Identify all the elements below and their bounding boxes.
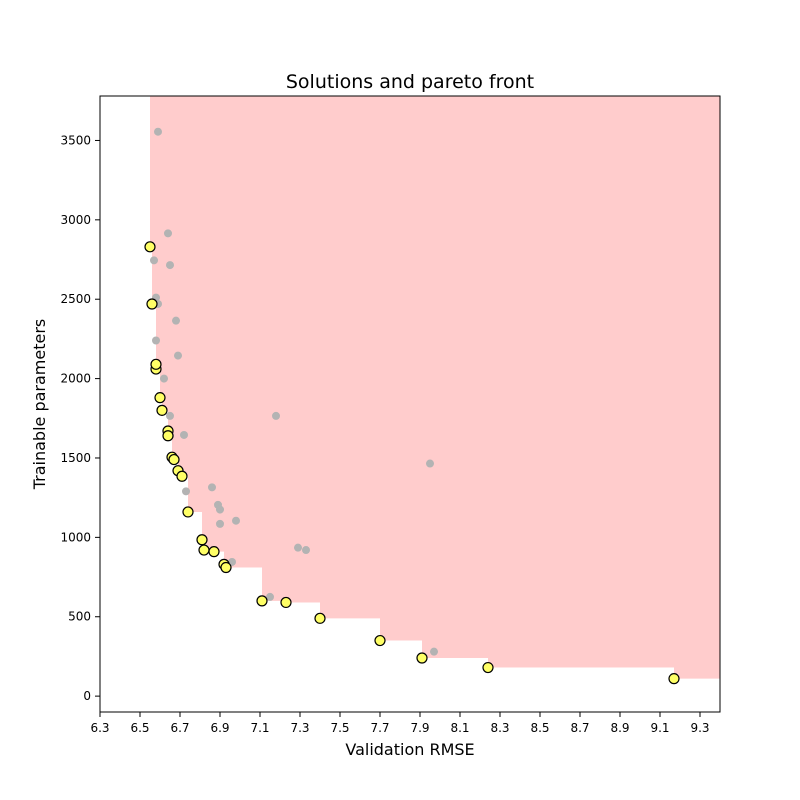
solution-point: [426, 459, 434, 468]
solution-point: [164, 229, 172, 238]
data-points: [144, 127, 680, 685]
solution-point: [272, 411, 280, 420]
solution-point: [430, 647, 438, 656]
pareto-point: [208, 546, 220, 558]
pareto-point: [220, 561, 232, 574]
pareto-point: [156, 404, 168, 416]
x-tick-label: 6.9: [210, 721, 229, 735]
y-tick-label: 3000: [60, 213, 91, 227]
x-tick-label: 7.3: [290, 721, 309, 735]
y-tick-label: 2000: [60, 372, 91, 386]
pareto-point: [280, 596, 292, 609]
solution-point: [172, 316, 180, 325]
pareto-point: [668, 673, 680, 685]
pareto-point: [154, 392, 166, 404]
pareto-point: [314, 612, 326, 624]
y-tick-label: 2500: [60, 292, 91, 306]
x-tick-label: 9.3: [690, 721, 709, 735]
chart-title: Solutions and pareto front: [286, 71, 534, 93]
x-tick-label: 8.5: [530, 721, 549, 735]
pareto-point: [482, 661, 494, 674]
y-tick-label: 500: [68, 610, 91, 624]
solution-point: [216, 505, 224, 514]
solution-point: [160, 374, 168, 383]
y-tick-label: 1000: [60, 530, 91, 544]
pareto-point: [196, 534, 208, 546]
pareto-point: [144, 241, 156, 253]
pareto-point: [374, 634, 386, 647]
dominated-region-area: [150, 96, 720, 679]
pareto-point: [162, 430, 174, 442]
solution-point: [216, 519, 224, 528]
solution-point: [182, 487, 190, 496]
x-tick-label: 7.7: [370, 721, 389, 735]
x-axis-label: Validation RMSE: [345, 740, 474, 759]
x-tick-label: 6.5: [130, 721, 149, 735]
solution-point: [166, 261, 174, 270]
y-tick-label: 3500: [60, 133, 91, 147]
pareto-point: [150, 358, 162, 370]
x-tick-label: 6.3: [90, 721, 109, 735]
y-axis-label: Trainable parameters: [30, 319, 49, 491]
solution-point: [232, 516, 240, 525]
y-axis: 0 500 1000 1500 2000 2500 3000 3500: [60, 133, 100, 703]
x-tick-label: 7.9: [410, 721, 429, 735]
x-tick-label: 7.5: [330, 721, 349, 735]
solution-point: [174, 351, 182, 360]
x-axis: 6.3 6.5 6.7 6.9 7.1 7.3 7.5 7.7 7.9 8.1 8.3 8.5 8.7 8…: [90, 712, 710, 735]
solution-point: [266, 592, 274, 601]
x-tick-label: 7.1: [250, 721, 269, 735]
solution-point: [150, 256, 158, 265]
pareto-point: [198, 544, 210, 556]
x-tick-label: 8.1: [450, 721, 469, 735]
x-tick-label: 8.9: [610, 721, 629, 735]
solution-point: [154, 127, 162, 136]
pareto-point: [416, 652, 428, 664]
solution-point: [294, 543, 302, 552]
pareto-point: [182, 506, 194, 518]
solution-point: [180, 430, 188, 439]
pareto-point: [176, 470, 188, 482]
pareto-point: [146, 298, 158, 310]
pareto-point: [168, 453, 180, 466]
plot-frame: [99, 95, 721, 713]
solution-point: [208, 483, 216, 492]
solution-point: [166, 411, 174, 420]
y-tick-label: 1500: [60, 451, 91, 465]
solution-point: [302, 546, 310, 555]
x-tick-label: 8.7: [570, 721, 589, 735]
x-tick-label: 6.7: [170, 721, 189, 735]
pareto-point: [256, 595, 268, 607]
dominated-region: [150, 96, 720, 679]
x-tick-label: 9.1: [650, 721, 669, 735]
solution-point: [152, 336, 160, 345]
y-tick-label: 0: [83, 689, 91, 703]
x-tick-label: 8.3: [490, 721, 509, 735]
